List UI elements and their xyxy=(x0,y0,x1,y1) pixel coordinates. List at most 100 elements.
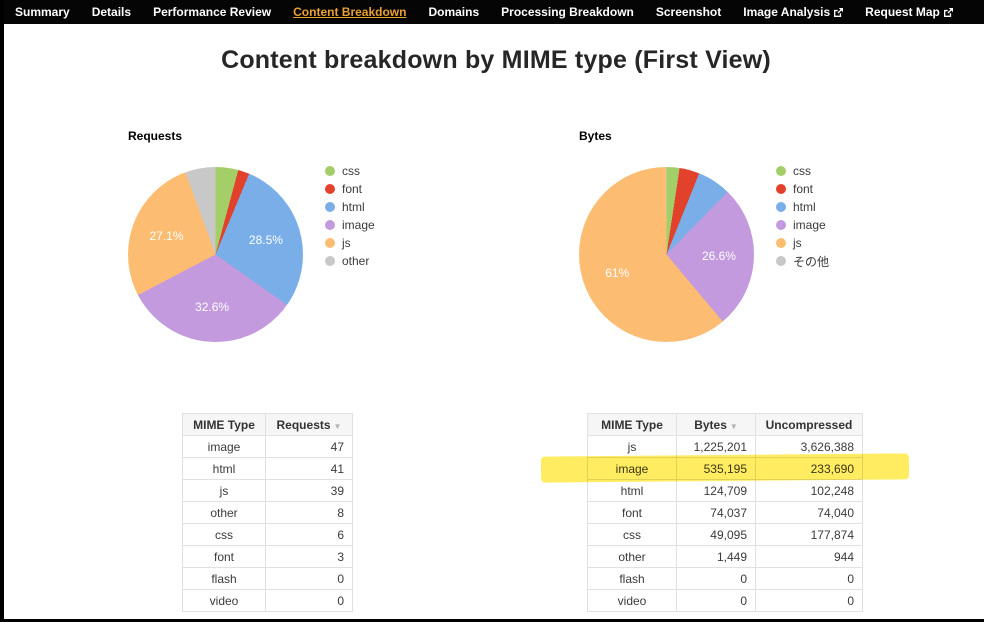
legend-item: other xyxy=(325,252,375,270)
tab-performance-review[interactable]: Performance Review xyxy=(142,0,282,24)
value-cell: 39 xyxy=(265,479,353,502)
legend-item: css xyxy=(325,162,375,180)
table-row: other 1,449 944 xyxy=(587,545,863,568)
table-row: html 41 xyxy=(182,457,353,480)
tab-image-analysis[interactable]: Image Analysis xyxy=(732,0,854,24)
tab-label: Performance Review xyxy=(153,5,272,19)
value-cell: 0 xyxy=(265,567,353,590)
legend-swatch-icon xyxy=(776,220,786,230)
mime-type-cell: css xyxy=(182,523,266,546)
table-row: font 74,037 74,040 xyxy=(587,501,863,524)
tab-content-breakdown[interactable]: Content Breakdown xyxy=(282,0,417,24)
table-row: video 0 xyxy=(182,589,353,612)
mime-type-cell: image xyxy=(182,435,266,458)
legend-label: image xyxy=(342,218,375,232)
value-cell: 3 xyxy=(265,545,353,568)
value-cell: 124,709 xyxy=(676,479,756,502)
column-header-mime-type: MIME Type xyxy=(587,413,677,436)
tab-summary[interactable]: Summary xyxy=(4,0,81,24)
table-header-row: MIME Type Bytes ▼ Uncompressed xyxy=(587,413,863,436)
table-row: css 6 xyxy=(182,523,353,546)
table-row: html 124,709 102,248 xyxy=(587,479,863,502)
legend-item: image xyxy=(325,216,375,234)
tab-label: Image Analysis xyxy=(743,5,831,19)
mime-type-cell: video xyxy=(587,589,677,612)
mime-type-cell: font xyxy=(182,545,266,568)
table-row: other 8 xyxy=(182,501,353,524)
legend-swatch-icon xyxy=(325,202,335,212)
column-header-uncompressed: Uncompressed xyxy=(755,413,863,436)
data-table: MIME Type Bytes ▼ Uncompressed js 1,225,201 3,… xyxy=(587,413,863,612)
bytes-table: MIME Type Bytes ▼ Uncompressed js 1,225,201 3,… xyxy=(540,413,910,612)
value-cell: 0 xyxy=(755,589,863,612)
tab-label: Processing Breakdown xyxy=(501,5,634,19)
mime-type-cell: other xyxy=(182,501,266,524)
value-cell: 535,195 xyxy=(676,457,756,480)
column-header-requests[interactable]: Requests ▼ xyxy=(265,413,353,436)
requests-pie-chart: 28.5% 32.6% 27.1% xyxy=(128,167,303,342)
legend-label: other xyxy=(342,254,370,268)
table-row: js 1,225,201 3,626,388 xyxy=(587,435,863,458)
legend-label: js xyxy=(793,236,802,250)
pie-slice-label: 26.6% xyxy=(701,249,736,264)
value-cell: 41 xyxy=(265,457,353,480)
legend-label: css xyxy=(793,164,811,178)
value-cell: 49,095 xyxy=(676,523,756,546)
tab-domains[interactable]: Domains xyxy=(417,0,490,24)
mime-type-cell: font xyxy=(587,501,677,524)
sort-arrow-icon: ▼ xyxy=(333,421,342,431)
column-header-mime-type: MIME Type xyxy=(182,413,266,436)
legend-swatch-icon xyxy=(776,256,786,266)
mime-type-cell: image xyxy=(587,457,677,480)
external-link-icon xyxy=(834,7,844,17)
table-row: image 535,195 233,690 xyxy=(587,457,863,480)
value-cell: 1,225,201 xyxy=(676,435,756,458)
value-cell: 0 xyxy=(676,567,756,590)
legend-item: image xyxy=(776,216,829,234)
bytes-legend: css font html image js その他 xyxy=(776,162,829,342)
page-title: Content breakdown by MIME type (First Vi… xyxy=(221,46,771,74)
table-row: image 47 xyxy=(182,435,353,458)
mime-type-cell: flash xyxy=(182,567,266,590)
value-cell: 177,874 xyxy=(755,523,863,546)
mime-type-cell: css xyxy=(587,523,677,546)
legend-label: css xyxy=(342,164,360,178)
column-header-label: Requests xyxy=(276,417,331,432)
value-cell: 0 xyxy=(755,567,863,590)
legend-swatch-icon xyxy=(776,202,786,212)
legend-label: font xyxy=(793,182,814,196)
value-cell: 8 xyxy=(265,501,353,524)
legend-swatch-icon xyxy=(325,220,335,230)
tab-request-map[interactable]: Request Map xyxy=(854,0,964,24)
legend-item: html xyxy=(325,198,375,216)
legend-label: js xyxy=(342,236,351,250)
requests-table: MIME Type Requests ▼ image 47 html 41 js 39 other… xyxy=(182,413,353,612)
mime-type-cell: html xyxy=(587,479,677,502)
table-row: flash 0 0 xyxy=(587,567,863,590)
legend-label: image xyxy=(793,218,826,232)
bytes-chart-title: Bytes xyxy=(579,129,612,143)
value-cell: 1,449 xyxy=(676,545,756,568)
mime-type-cell: other xyxy=(587,545,677,568)
pie-slice-label: 27.1% xyxy=(149,228,184,243)
pie-slice-label: 32.6% xyxy=(195,299,230,314)
value-cell: 3,626,388 xyxy=(755,435,863,458)
column-header-label: MIME Type xyxy=(601,417,663,432)
table-row: flash 0 xyxy=(182,567,353,590)
table-row: font 3 xyxy=(182,545,353,568)
table-row: css 49,095 177,874 xyxy=(587,523,863,546)
tab-label: Domains xyxy=(428,5,480,19)
tab-details[interactable]: Details xyxy=(81,0,142,24)
tab-screenshot[interactable]: Screenshot xyxy=(645,0,732,24)
legend-item: html xyxy=(776,198,829,216)
legend-swatch-icon xyxy=(325,238,335,248)
value-cell: 74,037 xyxy=(676,501,756,524)
column-header-label: Uncompressed xyxy=(765,417,853,432)
mime-type-cell: html xyxy=(182,457,266,480)
column-header-bytes[interactable]: Bytes ▼ xyxy=(676,413,756,436)
sort-arrow-icon: ▼ xyxy=(729,421,738,431)
tab-label: Content Breakdown xyxy=(293,5,407,19)
tab-processing-breakdown[interactable]: Processing Breakdown xyxy=(490,0,645,24)
tab-label: Details xyxy=(91,5,132,19)
column-header-label: MIME Type xyxy=(193,417,255,432)
